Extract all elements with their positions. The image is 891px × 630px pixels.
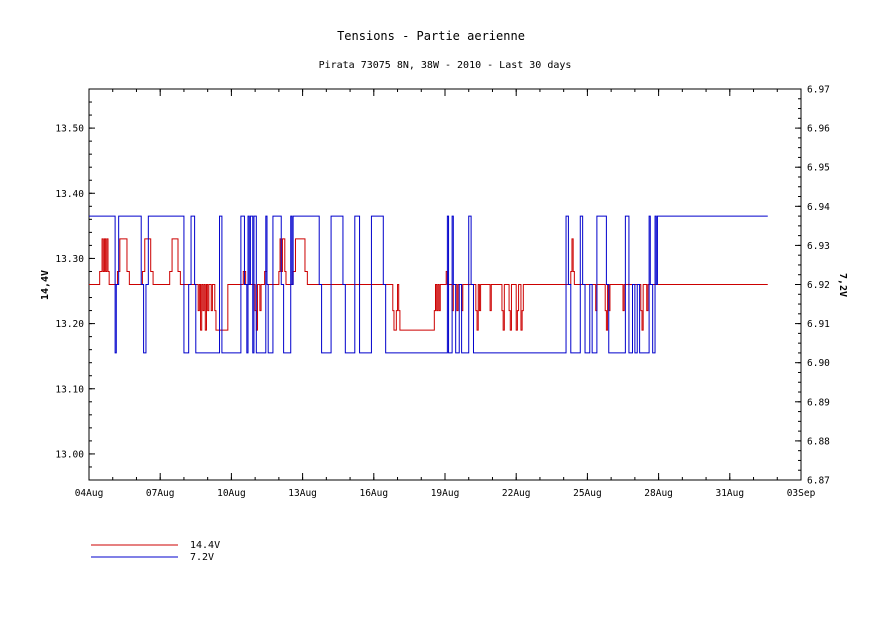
- x-tick-label: 31Aug: [715, 488, 744, 499]
- right-axis-label: 7,2V: [837, 273, 848, 297]
- x-tick-label: 13Aug: [288, 488, 317, 499]
- right-tick-label: 6.90: [807, 358, 830, 369]
- right-tick-label: 6.87: [807, 476, 830, 487]
- chart-subtitle: Pirata 73075 8N, 38W - 2010 - Last 30 da…: [319, 60, 572, 71]
- x-tick-label: 03Sep: [787, 488, 816, 499]
- legend-label-14v4: 14.4V: [190, 540, 220, 551]
- x-tick-label: 07Aug: [146, 488, 175, 499]
- right-tick-label: 6.88: [807, 436, 830, 447]
- x-tick-label: 04Aug: [75, 488, 104, 499]
- right-tick-label: 6.93: [807, 241, 830, 252]
- x-tick-label: 16Aug: [359, 488, 388, 499]
- left-tick-label: 13.50: [55, 124, 84, 135]
- legend: 14.4V 7.2V: [91, 540, 220, 563]
- x-tick-label: 28Aug: [644, 488, 673, 499]
- right-tick-label: 6.94: [807, 202, 830, 213]
- series-line-72v: [89, 215, 768, 354]
- right-tick-label: 6.91: [807, 319, 830, 330]
- x-axis-ticks: 04Aug 07Aug 10Aug 13Aug 16Aug 19Aug 22Aug 25Aug…: [75, 89, 816, 499]
- x-tick-label: 25Aug: [573, 488, 602, 499]
- legend-label-7v2: 7.2V: [190, 552, 214, 563]
- x-tick-label: 19Aug: [431, 488, 460, 499]
- series-line-144v: [89, 238, 768, 331]
- right-tick-label: 6.95: [807, 163, 830, 174]
- left-axis-label: 14,4V: [40, 270, 51, 300]
- right-tick-label: 6.97: [807, 85, 830, 96]
- right-tick-label: 6.89: [807, 397, 830, 408]
- chart-title: Tensions - Partie aerienne: [337, 29, 525, 43]
- left-tick-label: 13.30: [55, 254, 84, 265]
- right-tick-label: 6.92: [807, 280, 830, 291]
- right-axis-ticks: 6.87 6.88 6.89 6.90 6.91 6.92 6.93 6.94 6.95 6.96…: [795, 85, 830, 487]
- x-tick-label: 10Aug: [217, 488, 246, 499]
- series-layer: [89, 215, 768, 354]
- x-tick-label: 22Aug: [502, 488, 531, 499]
- left-tick-label: 13.10: [55, 384, 84, 395]
- left-axis-ticks: 13.00 13.10 13.20 13.30 13.40 13.50: [55, 124, 95, 460]
- left-tick-label: 13.00: [55, 449, 84, 460]
- right-tick-label: 6.96: [807, 124, 830, 135]
- left-tick-label: 13.40: [55, 189, 84, 200]
- left-tick-label: 13.20: [55, 319, 84, 330]
